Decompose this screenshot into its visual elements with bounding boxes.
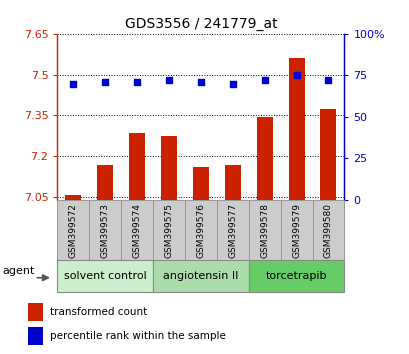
Bar xyxy=(89,200,121,260)
Point xyxy=(324,78,331,83)
Bar xyxy=(97,165,113,200)
Bar xyxy=(312,200,344,260)
Bar xyxy=(280,200,312,260)
Point xyxy=(133,79,140,85)
Text: percentile rank within the sample: percentile rank within the sample xyxy=(50,331,225,341)
Bar xyxy=(161,136,177,200)
Bar xyxy=(193,167,208,200)
Bar xyxy=(28,303,43,321)
Point xyxy=(165,78,172,83)
Bar xyxy=(57,200,89,260)
Text: torcetrapib: torcetrapib xyxy=(265,271,326,281)
Text: GSM399574: GSM399574 xyxy=(132,202,141,258)
Bar xyxy=(256,117,272,200)
Text: solvent control: solvent control xyxy=(64,271,146,281)
Bar xyxy=(320,109,336,200)
Text: GSM399576: GSM399576 xyxy=(196,202,205,258)
Bar xyxy=(153,200,184,260)
Bar xyxy=(184,200,216,260)
Text: GSM399577: GSM399577 xyxy=(228,202,237,258)
Bar xyxy=(288,58,304,200)
Text: angiotensin II: angiotensin II xyxy=(163,271,238,281)
Title: GDS3556 / 241779_at: GDS3556 / 241779_at xyxy=(124,17,276,31)
Bar xyxy=(224,165,240,200)
Bar xyxy=(216,200,248,260)
Text: GSM399580: GSM399580 xyxy=(323,202,332,258)
Bar xyxy=(153,260,248,292)
Text: GSM399573: GSM399573 xyxy=(101,202,110,258)
Text: agent: agent xyxy=(3,266,35,276)
Point xyxy=(197,79,204,85)
Text: GSM399578: GSM399578 xyxy=(260,202,269,258)
Text: GSM399575: GSM399575 xyxy=(164,202,173,258)
Text: transformed count: transformed count xyxy=(50,307,147,317)
Bar xyxy=(28,326,43,345)
Bar xyxy=(57,260,153,292)
Bar xyxy=(248,200,280,260)
Point xyxy=(102,79,108,85)
Text: GSM399572: GSM399572 xyxy=(69,202,78,258)
Point xyxy=(292,73,299,78)
Point xyxy=(261,78,267,83)
Bar xyxy=(248,260,344,292)
Bar xyxy=(65,195,81,200)
Point xyxy=(70,81,76,86)
Text: GSM399579: GSM399579 xyxy=(291,202,300,258)
Bar xyxy=(129,133,145,200)
Point xyxy=(229,81,236,86)
Bar xyxy=(121,200,153,260)
